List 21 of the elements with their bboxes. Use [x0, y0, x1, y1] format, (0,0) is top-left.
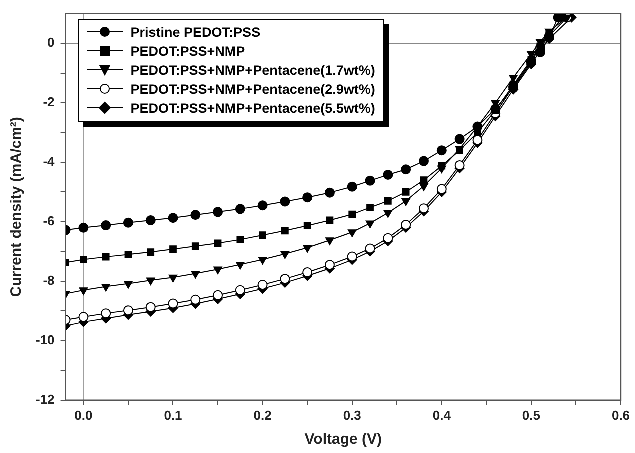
x-tick-label: 0.0: [74, 408, 93, 423]
y-tick-label: -2: [43, 94, 55, 110]
x-tick-label: 0.2: [254, 408, 272, 423]
y-tick-label: 0: [48, 35, 55, 50]
y-tick-label: -4: [43, 154, 56, 170]
x-tick-label: 0.3: [343, 408, 362, 423]
legend-label: PEDOT:PSS+NMP+Pentacene(5.5wt%): [130, 100, 376, 116]
y-tick-label: -8: [43, 273, 55, 288]
x-tick-label: 0.6: [612, 408, 630, 423]
x-tick-label: 0.1: [164, 408, 182, 423]
x-axis-title: Voltage (V): [304, 431, 382, 448]
legend-label: PEDOT:PSS+NMP+Pentacene(2.9wt%): [130, 82, 376, 97]
legend-label: PEDOT:PSS+NMP: [130, 44, 246, 59]
legend-label: PEDOT:PSS+NMP+Pentacene(1.7wt%): [130, 62, 376, 78]
x-tick-label: 0.5: [522, 408, 540, 423]
y-tick-label: -10: [36, 332, 55, 348]
x-tick-label: 0.4: [432, 408, 452, 423]
y-tick-label: -12: [36, 392, 55, 407]
y-tick-label: -6: [43, 214, 55, 229]
y-axis-title: Current density (mA/cm²): [8, 117, 26, 298]
legend-label: Pristine PEDOT:PSS: [130, 24, 261, 40]
